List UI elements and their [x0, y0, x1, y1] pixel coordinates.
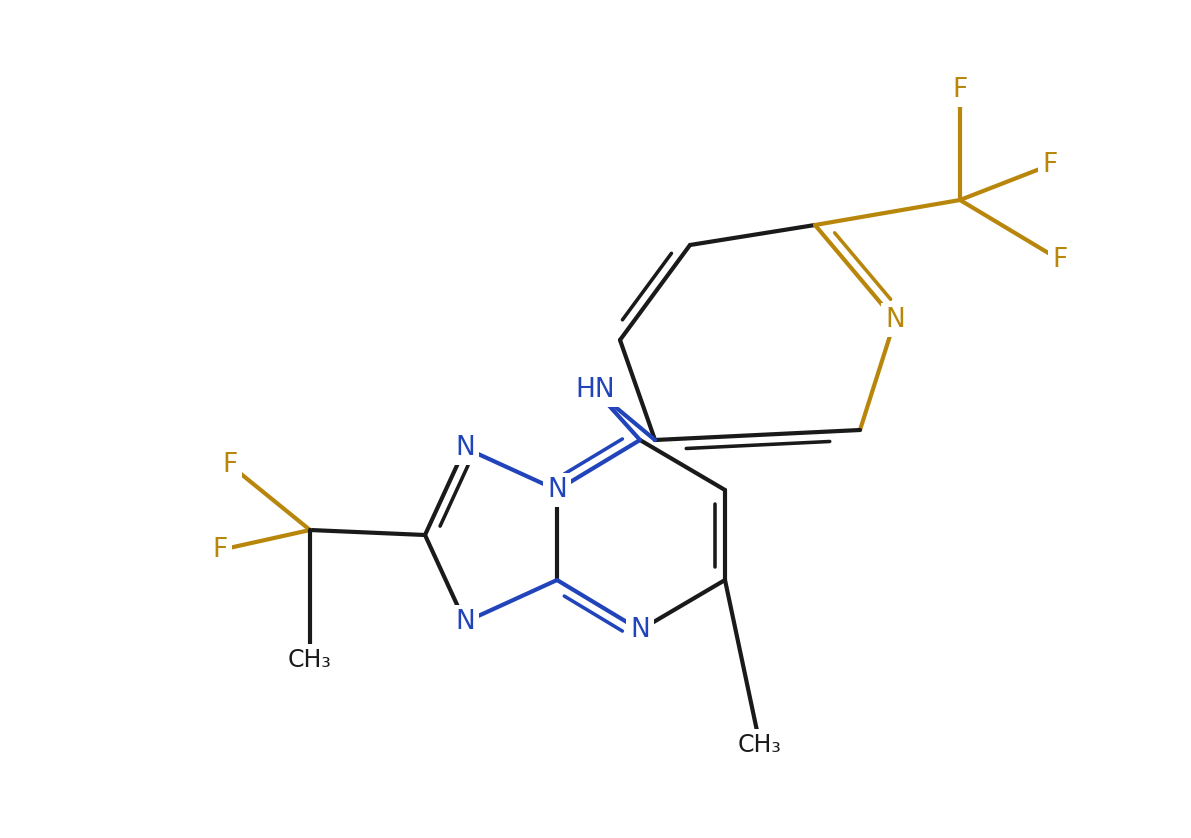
Text: F: F: [1053, 247, 1067, 273]
Text: N: N: [455, 609, 475, 635]
Text: N: N: [885, 307, 905, 333]
Text: CH₃: CH₃: [288, 648, 332, 672]
Text: F: F: [223, 452, 238, 478]
Text: F: F: [212, 537, 227, 563]
Text: N: N: [455, 435, 475, 461]
Text: F: F: [953, 77, 967, 103]
Text: HN: HN: [575, 377, 615, 403]
Text: CH₃: CH₃: [738, 733, 782, 757]
Text: N: N: [547, 477, 567, 503]
Text: N: N: [630, 617, 650, 643]
Text: F: F: [1042, 152, 1058, 178]
